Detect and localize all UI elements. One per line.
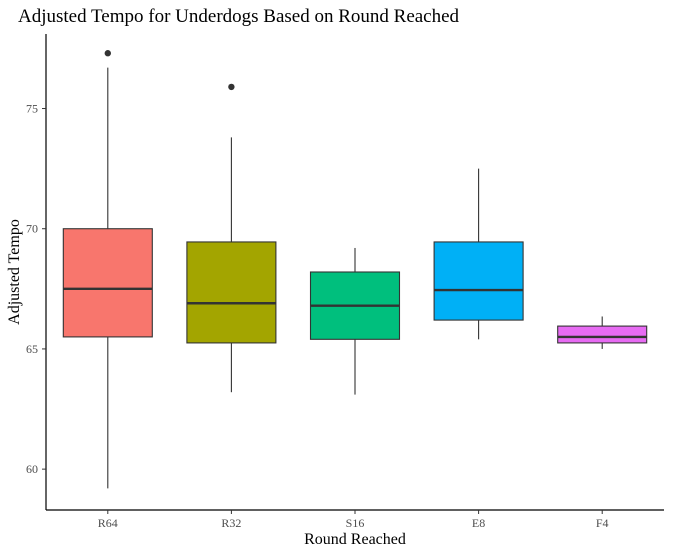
y-tick-label: 75 [26, 102, 38, 116]
box-series [62, 50, 648, 489]
outlier-point [228, 83, 235, 91]
x-tick-label: R32 [221, 516, 241, 530]
box-body [186, 241, 277, 344]
x-tick-label: F4 [596, 516, 609, 530]
x-axis-title: Round Reached [304, 531, 406, 548]
chart-title: Adjusted Tempo for Underdogs Based on Ro… [18, 6, 460, 27]
box-r64 [62, 50, 153, 489]
x-axis: R64 R32 S16 E8 F4 [46, 509, 664, 530]
x-tick-label: S16 [346, 516, 365, 530]
y-tick-label: 60 [26, 462, 38, 476]
box-e8 [433, 168, 524, 340]
x-tick-label: E8 [472, 516, 485, 530]
x-tick-label: R64 [98, 516, 118, 530]
y-axis-title: Adjusted Tempo [6, 219, 23, 325]
box-r32 [186, 83, 277, 393]
box-s16 [309, 247, 401, 395]
y-tick-label: 65 [26, 342, 38, 356]
box-body [62, 228, 153, 338]
y-axis: 60 65 70 75 [26, 34, 47, 510]
outlier-point [104, 50, 112, 57]
y-tick-label: 70 [26, 222, 38, 236]
box-f4 [557, 316, 648, 349]
box-body [557, 325, 648, 344]
box-body [433, 241, 524, 321]
